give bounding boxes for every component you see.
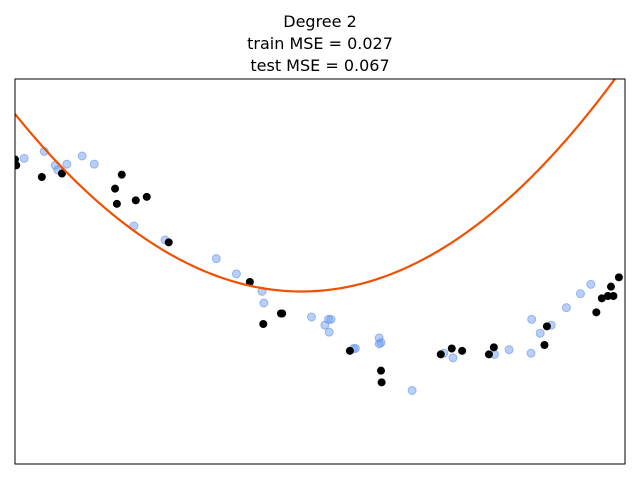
train-point (276, 309, 285, 318)
train-point (377, 378, 386, 387)
train-point (540, 341, 549, 349)
train-point (484, 350, 493, 359)
train-point (592, 308, 601, 317)
train-point (614, 273, 623, 282)
train-point (606, 282, 615, 291)
train-point (111, 184, 120, 193)
plot-marks (15, 79, 623, 395)
test-point (526, 348, 536, 358)
train-point (259, 320, 268, 328)
train-point (131, 196, 140, 205)
test-point (575, 289, 585, 299)
test-point (211, 254, 221, 264)
train-point (609, 292, 618, 300)
train-point (447, 344, 456, 353)
test-point (374, 339, 384, 349)
train-point (164, 238, 173, 247)
test-point (89, 159, 99, 169)
train-point (489, 343, 498, 352)
chart-title: Degree 2 (283, 12, 357, 31)
test-point (77, 151, 87, 161)
test-point (561, 303, 571, 313)
test-point (586, 279, 596, 289)
test-point (259, 298, 269, 308)
train-point (603, 292, 612, 300)
chart-subtitle-test-mse: test MSE = 0.067 (250, 56, 390, 75)
test-point (231, 269, 241, 279)
train-point (542, 322, 551, 331)
train-point (112, 199, 121, 208)
test-point (448, 353, 458, 363)
train-point (377, 366, 385, 375)
train-point (436, 350, 445, 359)
test-point (535, 328, 545, 338)
train-point (245, 278, 254, 286)
train-point (142, 192, 151, 201)
train-point (37, 173, 46, 181)
test-point (19, 153, 29, 163)
test-point (306, 312, 316, 322)
test-point (407, 386, 417, 395)
axes-frame (14, 78, 626, 465)
train-point (15, 161, 21, 170)
train-point (597, 294, 606, 303)
fitted-curve (15, 79, 617, 293)
test-point (504, 345, 514, 355)
test-point (320, 320, 330, 330)
train-point (458, 346, 467, 355)
test-point (62, 159, 72, 169)
test-point (527, 314, 537, 324)
train-point (117, 170, 126, 179)
test-point (324, 327, 334, 337)
train-point (345, 346, 354, 355)
chart-subtitle-train-mse: train MSE = 0.027 (247, 34, 393, 53)
test-point (326, 314, 336, 324)
train-point (57, 169, 66, 178)
